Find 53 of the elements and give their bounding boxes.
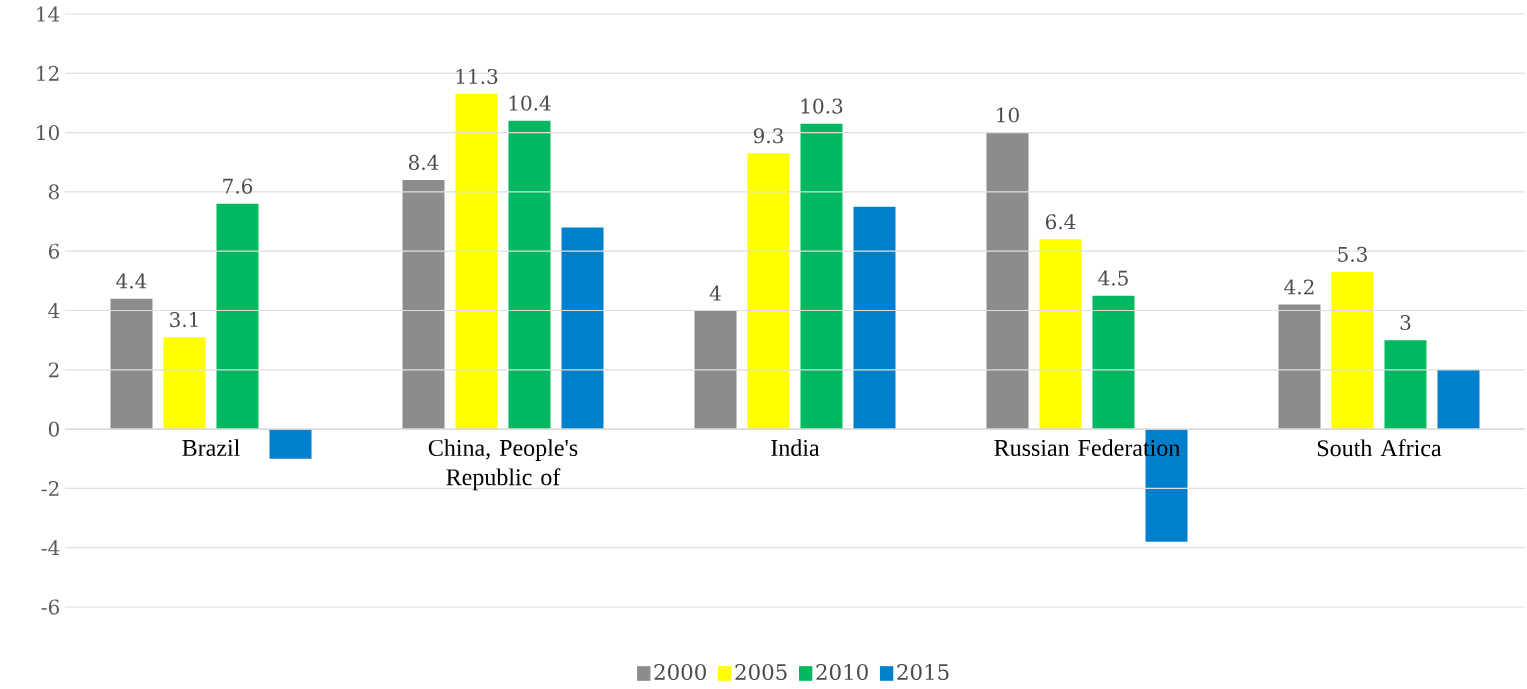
data-label: 9.3 <box>753 128 783 144</box>
bar <box>1092 295 1135 430</box>
bar <box>1384 340 1427 430</box>
bar <box>1039 239 1082 430</box>
bar <box>1437 369 1480 430</box>
y-tick-label: 2 <box>48 362 59 378</box>
bar <box>163 337 206 430</box>
data-label: 10 <box>997 107 1019 123</box>
data-label: 10.4 <box>509 95 551 111</box>
legend-label: 2005 <box>735 663 787 681</box>
bar <box>853 206 896 430</box>
data-label: 11.3 <box>456 68 498 85</box>
bar <box>216 203 259 430</box>
y-tick-label: 10 <box>37 125 59 141</box>
bar <box>455 94 498 430</box>
data-label: 8.4 <box>408 154 439 170</box>
data-label: 6.4 <box>1045 214 1076 230</box>
x-tick-label: South Africa <box>1317 439 1442 457</box>
bar <box>402 180 445 430</box>
x-tick-label: India <box>771 439 820 457</box>
data-label: 4.5 <box>1098 270 1128 286</box>
legend-label: 2010 <box>816 663 868 681</box>
y-tick-label: 14 <box>37 6 60 22</box>
legend-label: 2000 <box>654 663 706 681</box>
y-tick-label: 12 <box>37 65 59 81</box>
bar <box>508 120 551 430</box>
bar <box>269 429 312 459</box>
data-label: 3.1 <box>170 312 198 328</box>
y-tick-label: 6 <box>48 243 60 259</box>
y-tick-label: -4 <box>41 540 60 556</box>
data-label: 4 <box>709 285 721 301</box>
y-tick-label: 8 <box>48 184 59 200</box>
legend-label: 2015 <box>897 663 949 681</box>
data-label: 4.2 <box>1284 279 1314 295</box>
bar <box>110 298 153 430</box>
x-tick-label: China, People's Republic of <box>428 439 578 491</box>
bar <box>1331 271 1374 430</box>
bar <box>561 227 604 430</box>
bar <box>986 132 1029 430</box>
data-label: 3 <box>1400 314 1411 331</box>
data-label: 7.6 <box>223 178 253 194</box>
bar <box>747 153 790 430</box>
y-tick-label: 0 <box>48 421 59 437</box>
data-label: 10.3 <box>801 98 843 114</box>
bar <box>694 310 737 430</box>
data-label: 5.3 <box>1338 246 1367 262</box>
y-tick-label: 4 <box>48 303 60 318</box>
data-label: 4.4 <box>116 273 147 289</box>
bar <box>1278 304 1321 430</box>
y-tick-label: -2 <box>41 480 59 496</box>
bar <box>800 123 843 430</box>
y-tick-label: -6 <box>41 599 60 615</box>
x-tick-label: Brazil <box>182 439 240 457</box>
